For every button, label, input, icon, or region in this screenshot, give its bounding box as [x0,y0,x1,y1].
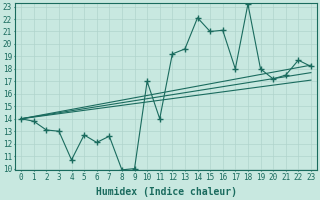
X-axis label: Humidex (Indice chaleur): Humidex (Indice chaleur) [95,187,236,197]
